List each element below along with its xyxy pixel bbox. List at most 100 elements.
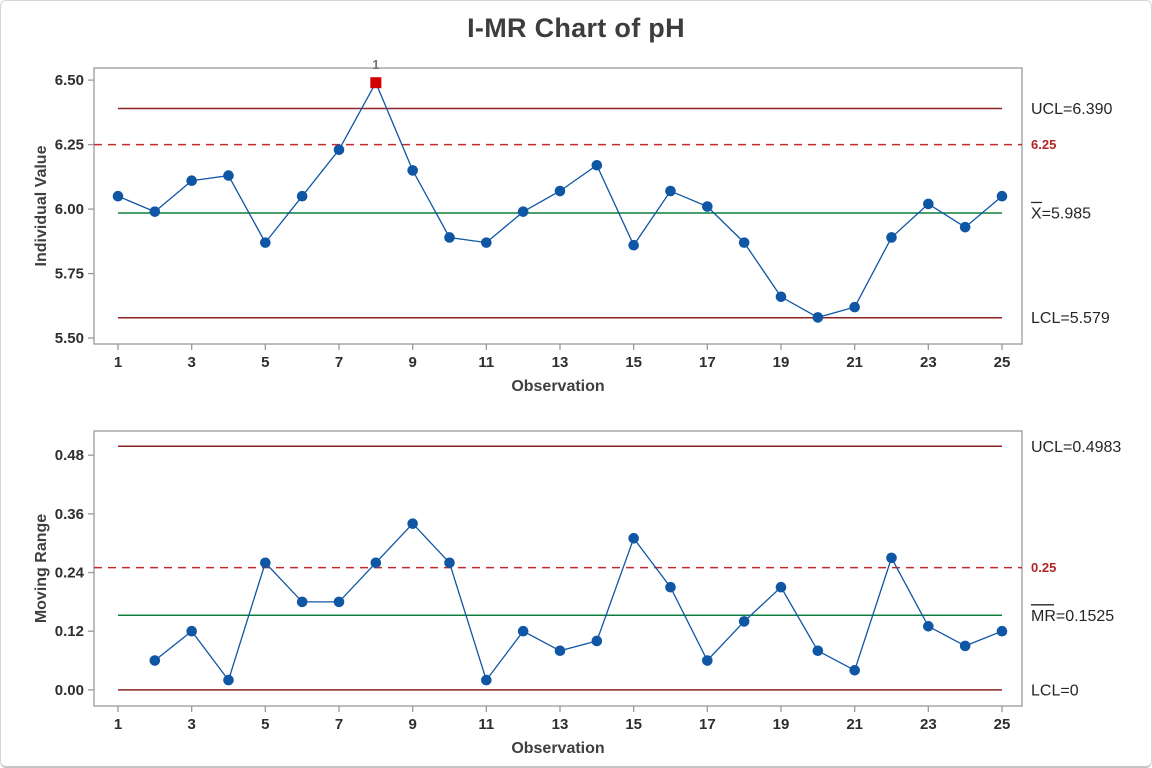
data-point xyxy=(370,557,382,569)
x-tick-label: 3 xyxy=(187,716,195,733)
x-tick-label: 9 xyxy=(408,716,416,733)
y-tick-label: 0.36 xyxy=(55,506,84,523)
x-tick-label: 17 xyxy=(699,354,716,371)
data-point xyxy=(186,625,197,637)
data-point xyxy=(738,237,750,248)
data-point xyxy=(775,291,787,303)
series-line xyxy=(117,81,1003,319)
x-tick-label: 15 xyxy=(625,716,642,733)
y-tick-label: 0.24 xyxy=(55,565,85,582)
x-tick-label: 7 xyxy=(335,716,343,733)
data-point xyxy=(665,581,676,593)
y-tick-label: 0.48 xyxy=(55,447,84,464)
plot-border xyxy=(93,430,1023,707)
data-point xyxy=(628,239,639,251)
data-point xyxy=(260,557,271,569)
x-tick-label: 19 xyxy=(773,716,790,733)
center-annotation: MR=0.1525 xyxy=(1031,608,1114,625)
x-tick-label: 21 xyxy=(846,716,863,733)
data-point xyxy=(812,312,824,323)
y-tick-label: 6.00 xyxy=(55,201,84,218)
data-point xyxy=(481,237,492,248)
data-point xyxy=(186,175,197,187)
ucl-annotation: UCL=0.4983 xyxy=(1031,439,1121,456)
data-point xyxy=(923,198,934,210)
y-tick-label: 0.00 xyxy=(55,682,84,699)
x-axis-title: Observation xyxy=(511,740,604,757)
y-axis-title: Moving Range xyxy=(33,514,50,623)
x-tick-label: 13 xyxy=(552,716,569,733)
data-point xyxy=(149,206,161,217)
data-point xyxy=(702,201,713,212)
x-tick-label: 23 xyxy=(920,716,937,733)
data-point xyxy=(517,206,529,217)
data-point xyxy=(407,518,418,529)
data-point xyxy=(959,640,971,652)
x-tick-label: 25 xyxy=(994,716,1011,733)
y-tick-label: 6.25 xyxy=(55,137,84,154)
y-tick-label: 6.50 xyxy=(55,72,84,89)
individuals-plot: 16.506.256.005.755.501 3 5 7 9 11 13 15 17 19 21 23… xyxy=(33,57,1112,395)
data-point xyxy=(444,557,455,569)
x-tick-label: 3 xyxy=(187,354,195,371)
lcl-annotation: LCL=0 xyxy=(1031,682,1079,699)
center-annotation: X=5.985 xyxy=(1031,205,1091,222)
data-point xyxy=(996,190,1008,202)
y-tick-label: 0.12 xyxy=(55,623,84,640)
data-point xyxy=(591,635,603,647)
data-point xyxy=(112,190,124,202)
data-point xyxy=(849,665,860,676)
x-axis-title: Observation xyxy=(511,378,604,395)
data-point xyxy=(849,301,860,313)
data-point xyxy=(923,621,934,632)
x-tick-label: 1 xyxy=(114,354,122,371)
x-tick-label: 11 xyxy=(478,716,494,733)
x-tick-label: 1 xyxy=(114,716,122,733)
data-point xyxy=(959,221,971,233)
ucl-annotation: UCL=6.390 xyxy=(1031,101,1112,118)
moving-range-plot: 0.480.360.240.120.001 3 5 7 9 11 13 15 17 19 21 23 2… xyxy=(33,430,1121,757)
data-point xyxy=(812,645,824,657)
data-point xyxy=(738,616,750,627)
x-tick-label: 17 xyxy=(699,716,716,733)
spec-annotation: 0.25 xyxy=(1031,560,1056,575)
x-tick-label: 15 xyxy=(625,354,642,371)
y-axis-title: Individual Value xyxy=(33,145,50,266)
data-point xyxy=(333,144,345,156)
lcl-annotation: LCL=5.579 xyxy=(1031,310,1110,327)
data-point xyxy=(886,552,897,564)
x-tick-label: 7 xyxy=(335,354,343,371)
x-tick-label: 21 xyxy=(846,354,863,371)
x-tick-label: 19 xyxy=(773,354,790,371)
y-tick-label: 5.75 xyxy=(55,266,84,283)
data-point xyxy=(554,185,566,197)
chart-title: I-MR Chart of pH xyxy=(467,13,685,43)
data-point xyxy=(260,237,271,248)
data-point xyxy=(702,655,713,666)
data-point xyxy=(665,185,676,197)
x-tick-label: 11 xyxy=(478,354,494,371)
data-point xyxy=(554,645,566,657)
data-point xyxy=(296,190,308,202)
data-point xyxy=(886,232,897,243)
data-point xyxy=(481,674,492,686)
plot-border xyxy=(93,67,1023,345)
data-point xyxy=(149,655,161,666)
x-tick-label: 25 xyxy=(994,354,1011,371)
x-tick-label: 5 xyxy=(261,354,269,371)
data-point xyxy=(333,596,345,608)
data-point xyxy=(223,170,234,181)
series-line xyxy=(154,522,1003,682)
data-point xyxy=(517,625,529,637)
x-tick-label: 5 xyxy=(261,716,269,733)
x-tick-label: 13 xyxy=(552,354,569,371)
data-point xyxy=(775,581,787,593)
x-tick-label: 23 xyxy=(920,354,937,371)
data-point xyxy=(223,674,234,686)
data-point xyxy=(296,596,308,608)
x-tick-label: 9 xyxy=(408,354,416,371)
data-point xyxy=(628,533,639,544)
spec-annotation: 6.25 xyxy=(1031,137,1056,152)
